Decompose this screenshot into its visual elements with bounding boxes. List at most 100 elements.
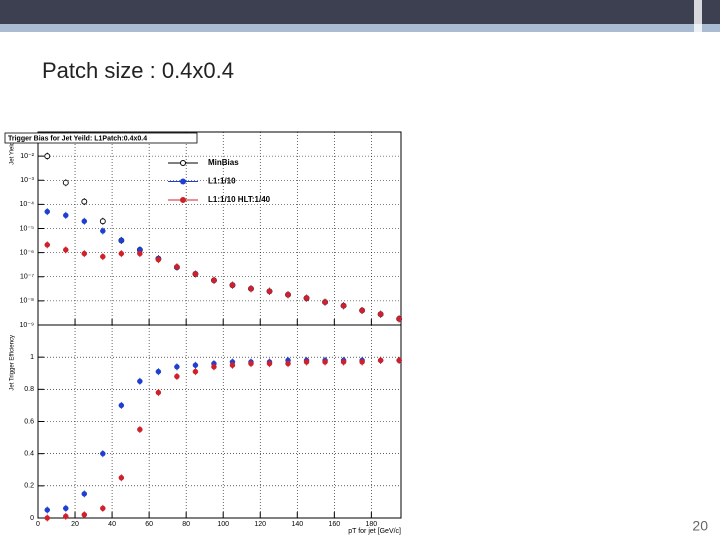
data-point: [248, 360, 254, 367]
data-point: [118, 402, 125, 409]
x-tick-label: 80: [182, 521, 190, 528]
data-point: [100, 450, 106, 457]
data-point: [174, 263, 180, 270]
y-tick-label: 10⁻⁶: [20, 249, 34, 256]
chart-title: Trigger Bias for Jet Yeild: L1Patch:0.4x…: [8, 135, 147, 142]
x-tick-label: 120: [254, 521, 266, 528]
y-tick-label: 10⁻⁵: [20, 225, 34, 232]
y-tick-label: 10⁻⁹: [20, 322, 34, 329]
data-point: [303, 295, 310, 301]
data-point: [63, 513, 69, 520]
data-point: [63, 505, 69, 512]
data-point: [81, 250, 88, 257]
y-tick-label: 0.4: [24, 451, 34, 458]
page-number: 20: [692, 518, 708, 534]
x-tick-label: 100: [217, 521, 229, 528]
y-tick-label: 1: [30, 354, 34, 361]
data-point: [63, 212, 69, 219]
y-tick-label: 10⁻²: [20, 153, 34, 160]
data-point: [248, 285, 254, 292]
data-point: [100, 228, 106, 234]
x-tick-label: 140: [291, 521, 303, 528]
legend-label: MinBias: [208, 158, 239, 167]
data-point: [155, 389, 162, 396]
data-point: [44, 515, 51, 521]
legend-marker: [180, 197, 186, 203]
plot-canvas: [4, 130, 409, 535]
data-point: [81, 198, 88, 205]
legend-marker: [180, 178, 186, 185]
data-point: [100, 253, 106, 260]
y-tick-label: 10⁻⁸: [20, 298, 34, 305]
data-point: [211, 364, 217, 370]
legend-label: L1:1/10: [208, 177, 236, 186]
data-point: [229, 282, 236, 288]
title-box: [4, 132, 198, 144]
legend-marker: [180, 160, 186, 166]
data-point: [192, 362, 199, 368]
x-axis-label: pT for jet [GeV/c]: [348, 528, 401, 535]
data-point: [211, 277, 217, 284]
x-tick-label: 20: [71, 521, 79, 528]
data-point: [137, 426, 143, 433]
y-tick-label: 0.2: [24, 483, 34, 490]
plot: 10⁻² 10⁻³ 10⁻⁴ 10⁻⁵ 10⁻⁶ 10⁻⁷ 10⁻⁸ 10⁻⁹ Jet Yiel…: [4, 131, 403, 535]
data-point: [192, 271, 199, 277]
data-point: [322, 299, 328, 305]
data-point: [266, 288, 273, 295]
x-tick-label: 40: [108, 521, 116, 528]
legend-label: L1:1/10 HLT:1/40: [208, 195, 271, 204]
data-point: [99, 218, 106, 225]
y-tick-label: 10⁻⁷: [20, 274, 34, 281]
data-point: [118, 237, 125, 244]
data-point: [359, 307, 365, 314]
top-bar: [0, 0, 720, 24]
data-point: [81, 512, 88, 518]
y-tick-label: 0.6: [24, 418, 34, 425]
x-tick-label: 60: [145, 521, 153, 528]
data-point: [63, 247, 69, 253]
data-point: [303, 359, 310, 365]
data-point: [192, 368, 199, 375]
data-point: [155, 368, 162, 375]
data-point: [377, 357, 384, 364]
data-point: [44, 208, 51, 215]
slide-title: Patch size : 0.4x0.4: [42, 58, 234, 83]
data-point: [359, 359, 365, 365]
y-axis-label: Jet Yield: [10, 142, 16, 165]
top-tab: [694, 0, 702, 32]
data-point: [322, 359, 328, 365]
y-tick-label: 0: [30, 515, 34, 522]
data-point: [396, 357, 402, 364]
y-tick-label: 10⁻⁴: [20, 201, 35, 208]
data-point: [44, 242, 51, 248]
data-point: [174, 373, 180, 380]
data-point: [340, 359, 347, 365]
y-tick-label: 10⁻³: [20, 177, 34, 184]
data-point: [229, 362, 236, 368]
data-point: [62, 179, 69, 186]
data-point: [118, 475, 125, 481]
x-tick-label: 0: [36, 521, 40, 528]
x-tick-label: 160: [328, 521, 340, 528]
data-point: [174, 364, 180, 370]
data-point: [285, 291, 291, 298]
data-point: [137, 378, 143, 385]
data-point: [118, 250, 125, 257]
data-point: [155, 256, 162, 263]
top-stripe: [0, 24, 720, 32]
data-point: [44, 507, 51, 513]
data-point: [266, 360, 273, 367]
data-point: [100, 505, 106, 512]
data-point: [285, 360, 291, 367]
y-tick-label: 0.8: [24, 386, 34, 393]
data-point: [137, 250, 143, 257]
data-point: [340, 302, 347, 309]
data-point: [396, 316, 402, 322]
data-point: [81, 491, 88, 497]
data-point: [81, 218, 88, 224]
x-tick-label: 180: [366, 521, 378, 528]
data-point: [44, 153, 51, 160]
data-point: [377, 311, 384, 317]
